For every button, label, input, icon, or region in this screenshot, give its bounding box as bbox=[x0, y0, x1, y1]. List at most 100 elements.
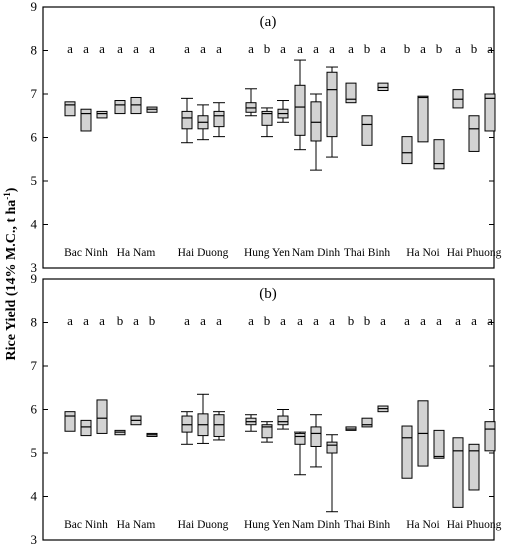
y-tick-label: 6 bbox=[31, 130, 38, 145]
box bbox=[80, 419, 92, 437]
y-tick-label: 5 bbox=[31, 445, 38, 460]
significance-letter: a bbox=[184, 41, 190, 56]
significance-letter: a bbox=[133, 313, 139, 328]
significance-letter: b bbox=[404, 41, 411, 56]
panel-label: (a) bbox=[260, 14, 277, 30]
significance-letter: b bbox=[348, 313, 355, 328]
category-label: Bac Ninh bbox=[64, 519, 108, 531]
significance-letter: a bbox=[471, 313, 477, 328]
significance-letter: a bbox=[348, 41, 354, 56]
significance-letter: a bbox=[83, 41, 89, 56]
significance-letter: a bbox=[487, 41, 493, 56]
box bbox=[64, 411, 76, 432]
box bbox=[468, 443, 480, 491]
significance-letter: a bbox=[248, 313, 254, 328]
box bbox=[80, 108, 92, 132]
y-tick-label: 4 bbox=[31, 217, 38, 232]
significance-letter: a bbox=[149, 41, 155, 56]
category-label: Nam Dinh bbox=[292, 247, 340, 259]
box bbox=[377, 82, 389, 92]
significance-letter: a bbox=[297, 41, 303, 56]
box bbox=[64, 101, 76, 117]
y-axis-label-main: Rice Yield (14% M.C., t ha bbox=[4, 200, 19, 361]
category-label: Thai Binh bbox=[344, 519, 391, 531]
y-tick-label: 7 bbox=[31, 86, 38, 101]
significance-letter: a bbox=[200, 313, 206, 328]
y-axis-label-sup: -1 bbox=[2, 192, 12, 200]
significance-letter: a bbox=[216, 313, 222, 328]
significance-letter: a bbox=[83, 313, 89, 328]
significance-letter: a bbox=[404, 313, 410, 328]
significance-letter: a bbox=[67, 313, 73, 328]
significance-letter: b bbox=[264, 41, 271, 56]
y-tick-label: 8 bbox=[31, 43, 38, 58]
y-tick-label: 5 bbox=[31, 173, 38, 188]
y-tick-label: 4 bbox=[31, 489, 38, 504]
box bbox=[96, 110, 108, 119]
significance-letter: b bbox=[364, 41, 371, 56]
box bbox=[433, 139, 445, 170]
significance-letter: a bbox=[248, 41, 254, 56]
significance-letter: a bbox=[184, 313, 190, 328]
category-label: Hai Duong bbox=[178, 247, 229, 259]
box bbox=[433, 429, 445, 459]
significance-letter: a bbox=[329, 41, 335, 56]
significance-letter: b bbox=[117, 313, 124, 328]
significance-letter: a bbox=[117, 41, 123, 56]
box bbox=[326, 71, 338, 138]
significance-letter: a bbox=[313, 41, 319, 56]
significance-letter: a bbox=[200, 41, 206, 56]
significance-letter: a bbox=[420, 41, 426, 56]
category-label: Ha Nam bbox=[117, 519, 156, 531]
box bbox=[484, 421, 496, 452]
significance-letter: a bbox=[380, 313, 386, 328]
panel-label: (b) bbox=[259, 286, 277, 302]
category-label: Hai Phuong bbox=[447, 519, 502, 531]
box bbox=[277, 415, 289, 426]
y-axis-label: Rice Yield (14% M.C., t ha-1) bbox=[2, 187, 19, 360]
y-tick-label: 8 bbox=[31, 315, 38, 330]
panel-b: 3 4 5 6 7 8 9 (b) Bac Ninh Ha Nam Hai Duong Hung Ye… bbox=[31, 271, 502, 547]
category-label: Ha Noi bbox=[406, 247, 440, 259]
category-label: Nam Dinh bbox=[292, 519, 340, 531]
box bbox=[310, 101, 322, 142]
y-tick-label: 9 bbox=[31, 271, 38, 286]
significance-letter: a bbox=[329, 313, 335, 328]
significance-letter: a bbox=[99, 313, 105, 328]
box bbox=[361, 115, 373, 146]
significance-letter: a bbox=[280, 41, 286, 56]
significance-letter: a bbox=[99, 41, 105, 56]
box bbox=[114, 100, 126, 115]
box bbox=[468, 115, 480, 152]
y-tick-label: 3 bbox=[31, 532, 38, 547]
category-label: Hai Phuong bbox=[447, 247, 502, 259]
y-tick-label: 9 bbox=[31, 0, 38, 14]
category-label: Hung Yen bbox=[244, 247, 290, 259]
box bbox=[261, 424, 273, 439]
category-label: Thai Binh bbox=[344, 247, 391, 259]
box bbox=[213, 414, 225, 437]
box bbox=[130, 96, 142, 115]
box bbox=[417, 95, 429, 143]
significance-letter: a bbox=[297, 313, 303, 328]
significance-letter: b bbox=[471, 41, 478, 56]
significance-letter: a bbox=[487, 313, 493, 328]
significance-letter: a bbox=[420, 313, 426, 328]
significance-letter: a bbox=[380, 41, 386, 56]
y-tick-label: 6 bbox=[31, 402, 38, 417]
significance-letter: b bbox=[149, 313, 156, 328]
box bbox=[452, 437, 464, 508]
significance-letter: a bbox=[455, 41, 461, 56]
box bbox=[326, 441, 338, 454]
significance-letter: a bbox=[133, 41, 139, 56]
box bbox=[310, 426, 322, 447]
box bbox=[261, 110, 273, 126]
category-label: Hung Yen bbox=[244, 519, 290, 531]
box bbox=[181, 110, 193, 130]
y-tick-label: 3 bbox=[31, 260, 38, 275]
category-label: Ha Nam bbox=[117, 247, 156, 259]
panel-a: 3 4 5 6 7 8 9 (a) Bac Ninh Ha Nam Hai Duong Hung Ye… bbox=[31, 0, 502, 275]
category-label: Ha Noi bbox=[406, 519, 440, 531]
significance-letter: a bbox=[67, 41, 73, 56]
